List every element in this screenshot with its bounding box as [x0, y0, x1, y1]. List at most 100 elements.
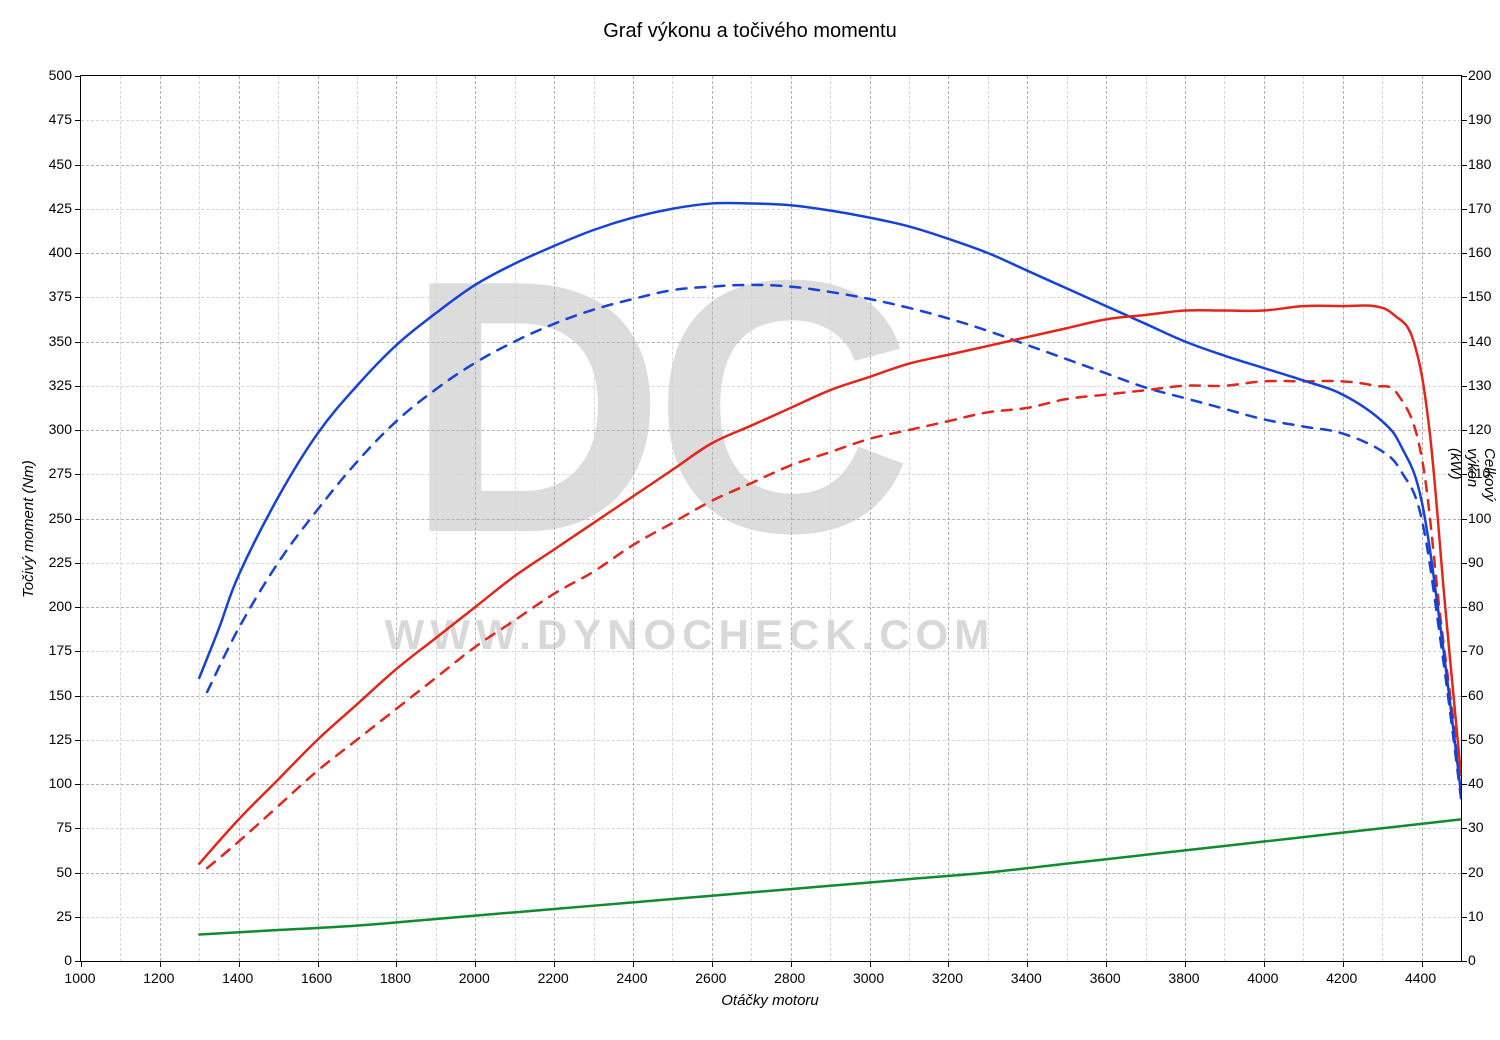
y-right-tick-label: 190 — [1468, 111, 1491, 127]
y-right-tick-label: 90 — [1468, 554, 1484, 570]
y-right-tick — [1461, 253, 1467, 254]
y-left-tick-label: 275 — [32, 465, 72, 481]
y-left-tick-label: 75 — [32, 819, 72, 835]
y-right-tick — [1461, 696, 1467, 697]
x-tick — [1027, 961, 1028, 967]
y-right-tick — [1461, 651, 1467, 652]
y-right-tick-label: 130 — [1468, 377, 1491, 393]
y-right-tick-label: 200 — [1468, 67, 1491, 83]
x-tick-label: 4000 — [1247, 970, 1278, 986]
y-left-tick-label: 225 — [32, 554, 72, 570]
y-right-tick — [1461, 519, 1467, 520]
series-power_tuned — [199, 305, 1461, 863]
y-left-tick-label: 125 — [32, 731, 72, 747]
y-right-tick — [1461, 297, 1467, 298]
y-right-tick-label: 70 — [1468, 642, 1484, 658]
y-right-tick — [1461, 873, 1467, 874]
y-right-tick-label: 170 — [1468, 200, 1491, 216]
x-tick-label: 1600 — [301, 970, 332, 986]
y-right-tick-label: 50 — [1468, 731, 1484, 747]
y-right-tick-label: 30 — [1468, 819, 1484, 835]
y-left-tick-label: 475 — [32, 111, 72, 127]
x-tick-label: 2400 — [616, 970, 647, 986]
x-tick — [633, 961, 634, 967]
x-tick — [1185, 961, 1186, 967]
x-tick-label: 1000 — [64, 970, 95, 986]
y-right-tick — [1461, 828, 1467, 829]
y-left-tick-label: 200 — [32, 598, 72, 614]
y-right-tick — [1461, 165, 1467, 166]
y-right-tick — [1461, 917, 1467, 918]
x-tick — [475, 961, 476, 967]
y-right-tick-label: 80 — [1468, 598, 1484, 614]
y-left-tick-label: 150 — [32, 687, 72, 703]
y-right-tick-label: 180 — [1468, 156, 1491, 172]
y-right-tick — [1461, 563, 1467, 564]
y-right-tick — [1461, 209, 1467, 210]
y-right-tick-label: 160 — [1468, 244, 1491, 260]
y-right-tick — [1461, 342, 1467, 343]
y-right-tick — [1461, 76, 1467, 77]
y-right-tick-label: 120 — [1468, 421, 1491, 437]
x-tick-label: 3400 — [1011, 970, 1042, 986]
chart-title: Graf výkonu a točivého momentu — [0, 20, 1500, 43]
y-left-tick-label: 25 — [32, 908, 72, 924]
y-right-tick-label: 0 — [1468, 952, 1476, 968]
x-tick-label: 4200 — [1326, 970, 1357, 986]
y-left-tick-label: 300 — [32, 421, 72, 437]
x-tick — [1422, 961, 1423, 967]
x-tick-label: 3800 — [1168, 970, 1199, 986]
x-tick-label: 3000 — [853, 970, 884, 986]
x-tick-label: 3200 — [932, 970, 963, 986]
y-right-tick-label: 40 — [1468, 775, 1484, 791]
x-tick — [81, 961, 82, 967]
y-left-tick-label: 0 — [32, 952, 72, 968]
x-tick — [239, 961, 240, 967]
x-tick — [318, 961, 319, 967]
y-right-tick-label: 100 — [1468, 510, 1491, 526]
curves-layer — [81, 76, 1461, 961]
y-left-tick-label: 100 — [32, 775, 72, 791]
x-tick-label: 1200 — [143, 970, 174, 986]
y-left-tick-label: 500 — [32, 67, 72, 83]
x-tick — [1343, 961, 1344, 967]
x-tick-label: 3600 — [1090, 970, 1121, 986]
y-right-tick — [1461, 784, 1467, 785]
x-tick — [1264, 961, 1265, 967]
y-right-tick — [1461, 607, 1467, 608]
x-tick-label: 2600 — [695, 970, 726, 986]
x-tick — [712, 961, 713, 967]
x-tick-label: 1800 — [380, 970, 411, 986]
series-power_stock — [207, 381, 1461, 868]
x-tick — [948, 961, 949, 967]
x-tick-label: 4400 — [1405, 970, 1436, 986]
y-right-tick — [1461, 961, 1467, 962]
y-left-tick-label: 375 — [32, 288, 72, 304]
x-tick-label: 2800 — [774, 970, 805, 986]
y-right-tick-label: 60 — [1468, 687, 1484, 703]
y-left-tick-label: 350 — [32, 333, 72, 349]
x-axis-label: Otáčky motoru — [80, 992, 1460, 1009]
y-left-tick-label: 400 — [32, 244, 72, 260]
series-losses — [199, 819, 1461, 934]
y-right-tick — [1461, 386, 1467, 387]
y-left-tick-label: 175 — [32, 642, 72, 658]
y-left-tick-label: 425 — [32, 200, 72, 216]
x-tick — [870, 961, 871, 967]
y-right-tick — [1461, 740, 1467, 741]
y-right-tick-label: 110 — [1468, 465, 1490, 481]
x-tick-label: 2000 — [459, 970, 490, 986]
y-left-tick-label: 50 — [32, 864, 72, 880]
y-right-tick — [1461, 430, 1467, 431]
series-torque_stock — [207, 285, 1461, 798]
x-tick — [1106, 961, 1107, 967]
y-left-tick-label: 450 — [32, 156, 72, 172]
y-right-tick-label: 10 — [1468, 908, 1484, 924]
x-tick — [554, 961, 555, 967]
y-right-tick — [1461, 120, 1467, 121]
x-tick — [160, 961, 161, 967]
y-left-tick-label: 325 — [32, 377, 72, 393]
y-left-tick-label: 250 — [32, 510, 72, 526]
y-right-tick-label: 150 — [1468, 288, 1491, 304]
x-tick-label: 2200 — [538, 970, 569, 986]
